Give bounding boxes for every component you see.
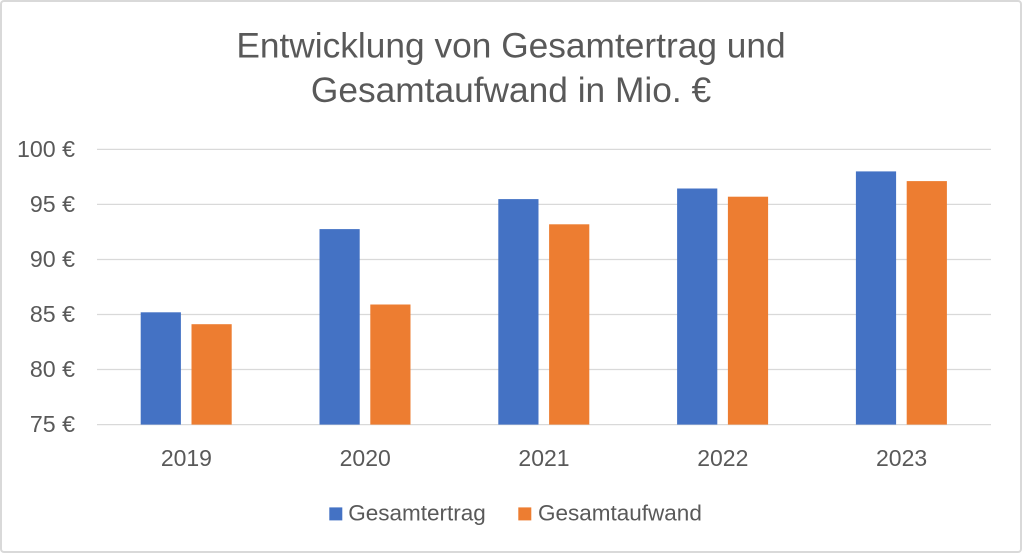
svg-text:2021: 2021 — [518, 445, 569, 471]
svg-text:95 €: 95 € — [30, 191, 75, 217]
svg-text:85 €: 85 € — [30, 301, 75, 327]
svg-text:2022: 2022 — [697, 445, 748, 471]
svg-text:75 €: 75 € — [30, 411, 75, 437]
svg-text:Gesamtaufwand: Gesamtaufwand — [538, 501, 702, 526]
svg-text:Gesamtertrag: Gesamtertrag — [348, 501, 486, 526]
svg-text:Gesamtaufwand in Mio. €: Gesamtaufwand in Mio. € — [311, 71, 712, 110]
svg-text:Entwicklung von Gesamtertrag u: Entwicklung von Gesamtertrag und — [236, 27, 785, 66]
svg-text:2019: 2019 — [161, 445, 212, 471]
svg-text:80 €: 80 € — [30, 356, 75, 382]
svg-text:2023: 2023 — [876, 445, 927, 471]
svg-text:90 €: 90 € — [30, 246, 75, 272]
svg-text:100 €: 100 € — [17, 136, 75, 162]
svg-text:2020: 2020 — [340, 445, 391, 471]
